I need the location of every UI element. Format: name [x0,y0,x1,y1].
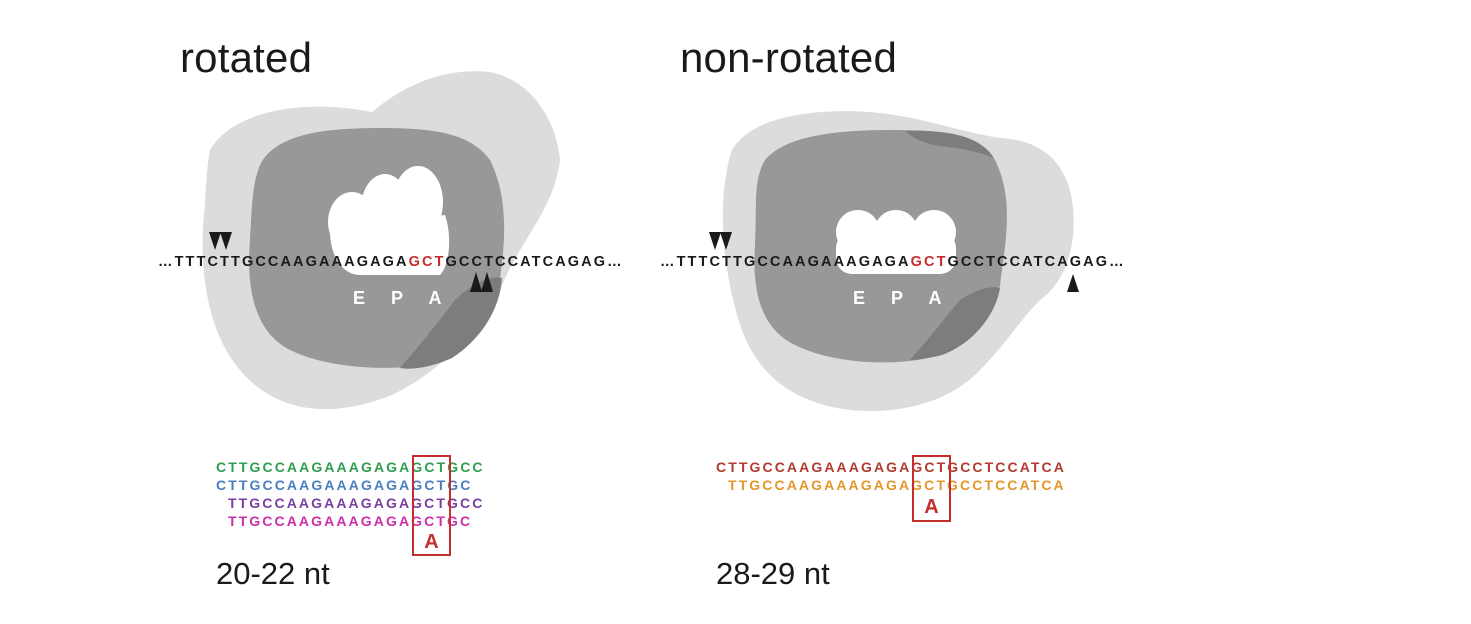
site-label-p: P [390,288,403,308]
a-site-codon-label: A [924,496,939,518]
panel-rotated: rotated …TTTCTTGCCAAGAAAGAGAGCTGCCTCCATC… [0,0,660,624]
arrow-up-icon [470,272,482,292]
footprint-row: CTTGCCAAGAAAGAGAGCTGC [216,477,473,493]
subunit-overlap [910,287,1000,360]
footprint-length-label: 28-29 nt [716,556,830,591]
trna-sites [328,166,450,275]
footprint-row: CTTGCCAAGAAAGAGAGCTGCCTCCATCA [716,459,1066,475]
mrna-suffix: GCCTCCATCAGAG… [947,254,1126,270]
mrna-prefix: …TTTCTTGCCAAGAAAGAGA [660,254,911,270]
site-label-p: P [890,288,903,308]
mrna-codon: GCT [408,254,446,270]
site-label-a: A [428,288,442,308]
mrna-sequence: …TTTCTTGCCAAGAAAGAGAGCTGCCTCCATCAGAG… [660,254,1126,270]
arrow-up-icon [481,272,493,292]
subunit-overlap [400,277,502,369]
footprint-row: TTGCCAAGAAAGAGAGCTGC [228,513,473,529]
arrow-up-icon [1067,274,1079,292]
arrow-down-icon [209,232,221,250]
trna-sites [836,210,956,274]
footprint-row: CTTGCCAAGAAAGAGAGCTGCC [216,459,485,475]
a-site-codon-label: A [424,531,439,553]
mrna-codon: GCT [910,254,948,270]
mrna-prefix: …TTTCTTGCCAAGAAAGAGA [158,254,409,270]
panel-title: rotated [180,34,313,81]
footprint-list: CTTGCCAAGAAAGAGAGCTGCCTCCATCA TTGCCAAGAA… [716,458,1066,494]
footprint-row: TTGCCAAGAAAGAGAGCTGCC [228,495,485,511]
site-label-e: E [352,288,365,308]
footprint-list: CTTGCCAAGAAAGAGAGCTGCC CTTGCCAAGAAAGAGAG… [216,458,485,530]
arrow-down-icon [720,232,732,250]
a-site-codon-box [912,455,951,522]
mrna-sequence: …TTTCTTGCCAAGAAAGAGAGCTGCCTCCATCAGAG… [158,254,624,270]
cleavage-arrows [209,232,493,292]
ribosome-rotated [202,71,560,410]
footprint-length-label: 20-22 nt [216,556,330,591]
ribosome-non-rotated [709,111,1079,412]
arrow-down-icon [220,232,232,250]
footprint-row: TTGCCAAGAAAGAGAGCTGCCTCCATCA [728,477,1066,493]
site-label-e: E [852,288,865,308]
arrow-down-icon [709,232,721,250]
panel-title: non-rotated [680,34,898,81]
cleavage-arrows [709,232,1079,292]
mrna-suffix: GCCTCCATCAGAG… [445,254,624,270]
a-site-codon-box [412,455,451,556]
site-label-a: A [928,288,942,308]
subunit-overlap [905,130,994,158]
panel-non-rotated: non-rotated …TTTCTTGCCAAGAAAGAGAGCTGCCTC… [660,0,1471,624]
